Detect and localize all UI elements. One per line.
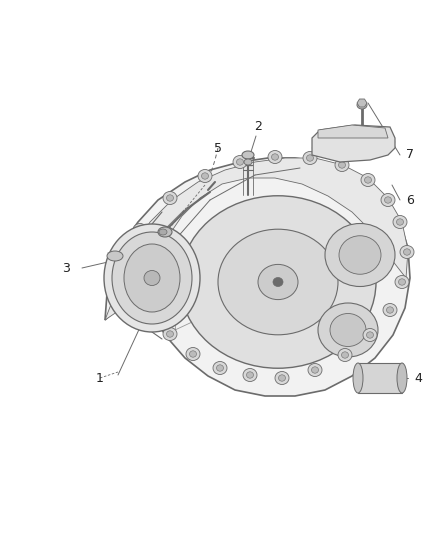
Ellipse shape xyxy=(112,232,192,324)
Ellipse shape xyxy=(357,101,367,109)
Ellipse shape xyxy=(395,276,409,288)
Ellipse shape xyxy=(353,363,363,393)
Ellipse shape xyxy=(144,271,160,286)
Ellipse shape xyxy=(279,375,286,381)
Ellipse shape xyxy=(308,364,322,376)
Ellipse shape xyxy=(104,224,200,332)
Polygon shape xyxy=(318,125,388,138)
Text: 3: 3 xyxy=(62,262,70,274)
Ellipse shape xyxy=(216,365,223,371)
Ellipse shape xyxy=(330,313,366,346)
Polygon shape xyxy=(358,363,402,393)
Ellipse shape xyxy=(400,246,414,259)
Ellipse shape xyxy=(190,351,197,357)
Ellipse shape xyxy=(385,197,392,203)
Ellipse shape xyxy=(367,332,374,338)
Ellipse shape xyxy=(318,303,378,357)
Ellipse shape xyxy=(133,223,147,237)
Ellipse shape xyxy=(403,249,410,255)
Ellipse shape xyxy=(307,155,314,161)
Ellipse shape xyxy=(166,331,173,337)
Ellipse shape xyxy=(268,150,282,164)
Ellipse shape xyxy=(242,151,254,159)
Ellipse shape xyxy=(399,279,406,285)
Text: 4: 4 xyxy=(414,372,422,384)
Ellipse shape xyxy=(361,174,375,187)
Polygon shape xyxy=(105,158,408,320)
Text: 7: 7 xyxy=(406,149,414,161)
Ellipse shape xyxy=(180,196,376,368)
Ellipse shape xyxy=(237,159,244,165)
Ellipse shape xyxy=(163,191,177,205)
Ellipse shape xyxy=(275,372,289,384)
Ellipse shape xyxy=(186,348,200,360)
Text: 2: 2 xyxy=(254,119,262,133)
Text: 1: 1 xyxy=(96,372,104,384)
Ellipse shape xyxy=(198,169,212,182)
Ellipse shape xyxy=(201,173,208,179)
Text: 5: 5 xyxy=(214,141,222,155)
Text: 6: 6 xyxy=(406,193,414,206)
Ellipse shape xyxy=(338,349,352,361)
Ellipse shape xyxy=(218,229,338,335)
Ellipse shape xyxy=(272,154,279,160)
Ellipse shape xyxy=(133,279,147,292)
Ellipse shape xyxy=(159,229,167,235)
Ellipse shape xyxy=(213,361,227,375)
Ellipse shape xyxy=(124,244,180,312)
Ellipse shape xyxy=(342,352,349,358)
Ellipse shape xyxy=(325,223,395,287)
Ellipse shape xyxy=(258,264,298,300)
Ellipse shape xyxy=(303,151,317,165)
Ellipse shape xyxy=(273,278,283,287)
Ellipse shape xyxy=(393,215,407,229)
Ellipse shape xyxy=(137,282,144,288)
Ellipse shape xyxy=(244,159,252,165)
Ellipse shape xyxy=(335,158,349,172)
Ellipse shape xyxy=(107,251,123,261)
Ellipse shape xyxy=(148,307,155,313)
Ellipse shape xyxy=(145,303,159,317)
Polygon shape xyxy=(105,158,410,396)
Polygon shape xyxy=(312,125,395,162)
Ellipse shape xyxy=(386,307,393,313)
Ellipse shape xyxy=(247,372,254,378)
Ellipse shape xyxy=(383,303,397,317)
Ellipse shape xyxy=(381,193,395,206)
Ellipse shape xyxy=(233,156,247,168)
Ellipse shape xyxy=(339,236,381,274)
Ellipse shape xyxy=(243,368,257,382)
Ellipse shape xyxy=(166,195,173,201)
Ellipse shape xyxy=(158,227,172,237)
Ellipse shape xyxy=(364,177,371,183)
Ellipse shape xyxy=(339,162,346,168)
Ellipse shape xyxy=(311,367,318,373)
Polygon shape xyxy=(357,99,367,107)
Ellipse shape xyxy=(163,327,177,341)
Ellipse shape xyxy=(363,328,377,342)
Ellipse shape xyxy=(397,363,407,393)
Ellipse shape xyxy=(396,219,403,225)
Ellipse shape xyxy=(137,227,144,233)
